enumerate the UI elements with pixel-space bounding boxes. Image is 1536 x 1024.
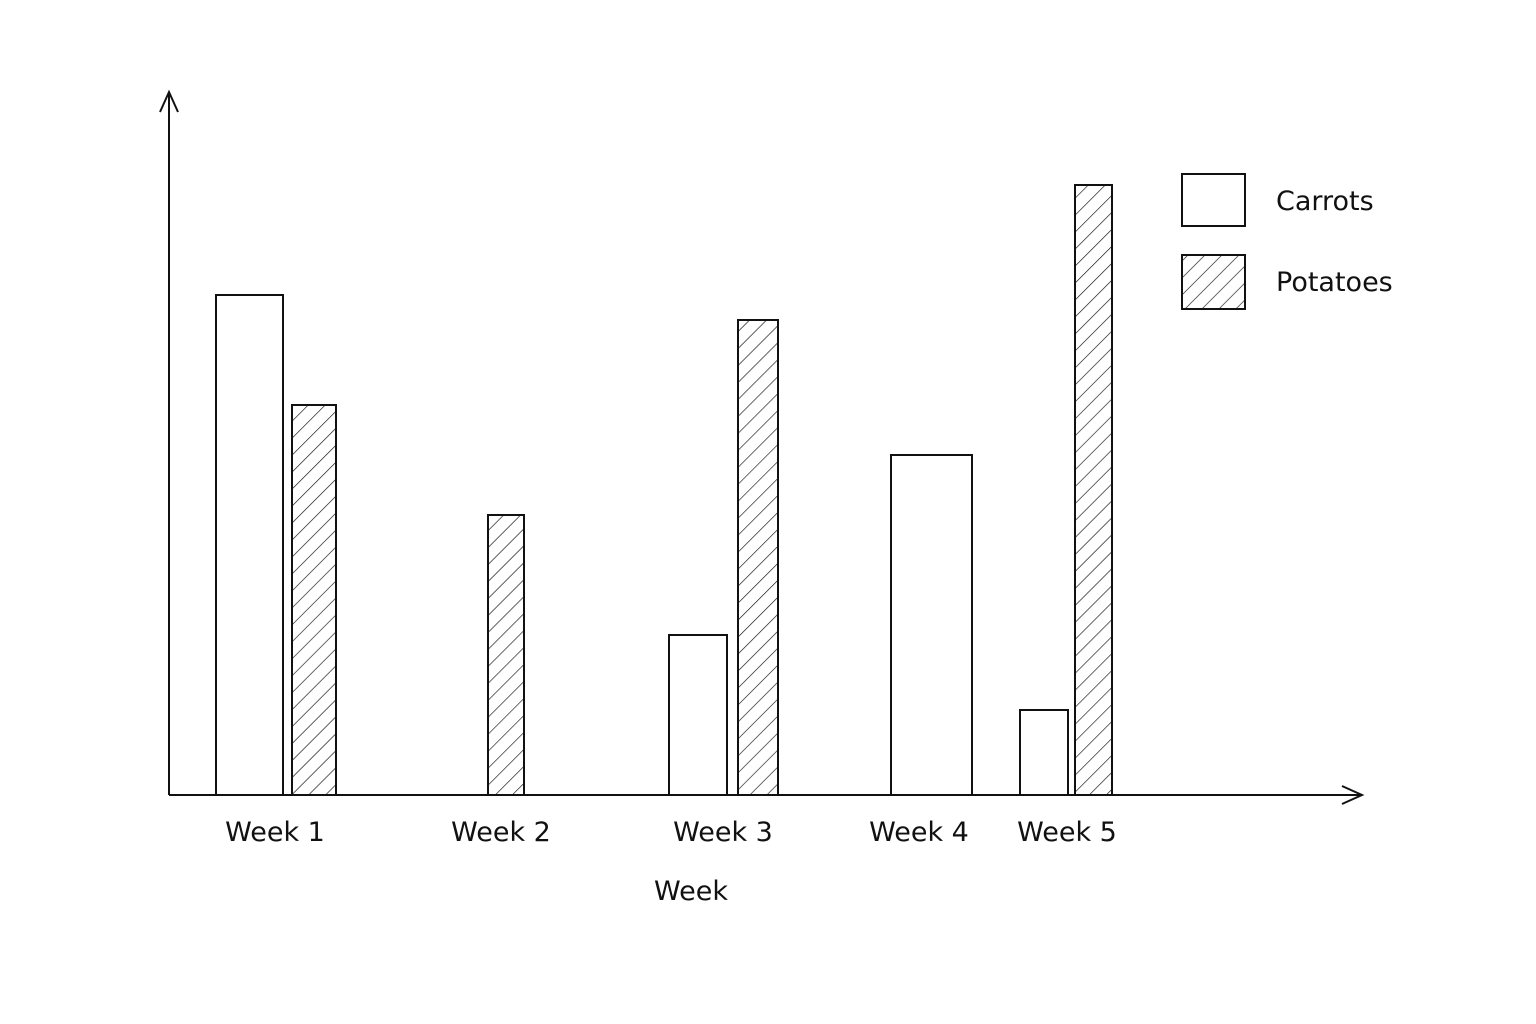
bar-potatoes-week-2 xyxy=(487,514,525,796)
x-axis-title: Week xyxy=(654,876,728,907)
bar-carrots-week-4 xyxy=(890,454,973,796)
y-axis-arrow xyxy=(159,89,179,113)
bar-potatoes-week-5 xyxy=(1074,184,1113,796)
x-tick-label: Week 1 xyxy=(225,817,325,848)
legend-label-carrots: Carrots xyxy=(1276,186,1374,217)
legend: Carrots Potatoes xyxy=(1181,173,1393,310)
axes xyxy=(159,89,1365,805)
legend-swatch-potatoes xyxy=(1181,254,1246,310)
legend-label-potatoes: Potatoes xyxy=(1276,267,1393,298)
bars xyxy=(215,184,1113,796)
x-tick-label: Week 2 xyxy=(451,817,551,848)
x-tick-label: Week 3 xyxy=(673,817,773,848)
legend-swatch-carrots xyxy=(1181,173,1246,227)
bar-carrots-week-3 xyxy=(668,634,728,796)
bar-potatoes-week-3 xyxy=(737,319,779,796)
bar-carrots-week-1 xyxy=(215,294,284,796)
x-tick-label: Week 4 xyxy=(869,817,969,848)
bar-carrots-week-5 xyxy=(1019,709,1069,796)
x-tick-label: Week 5 xyxy=(1017,817,1117,848)
x-axis-arrow xyxy=(1341,785,1365,805)
bar-potatoes-week-1 xyxy=(291,404,337,796)
x-tick-labels: Week 1 Week 2 Week 3 Week 4 Week 5 xyxy=(225,817,1117,848)
